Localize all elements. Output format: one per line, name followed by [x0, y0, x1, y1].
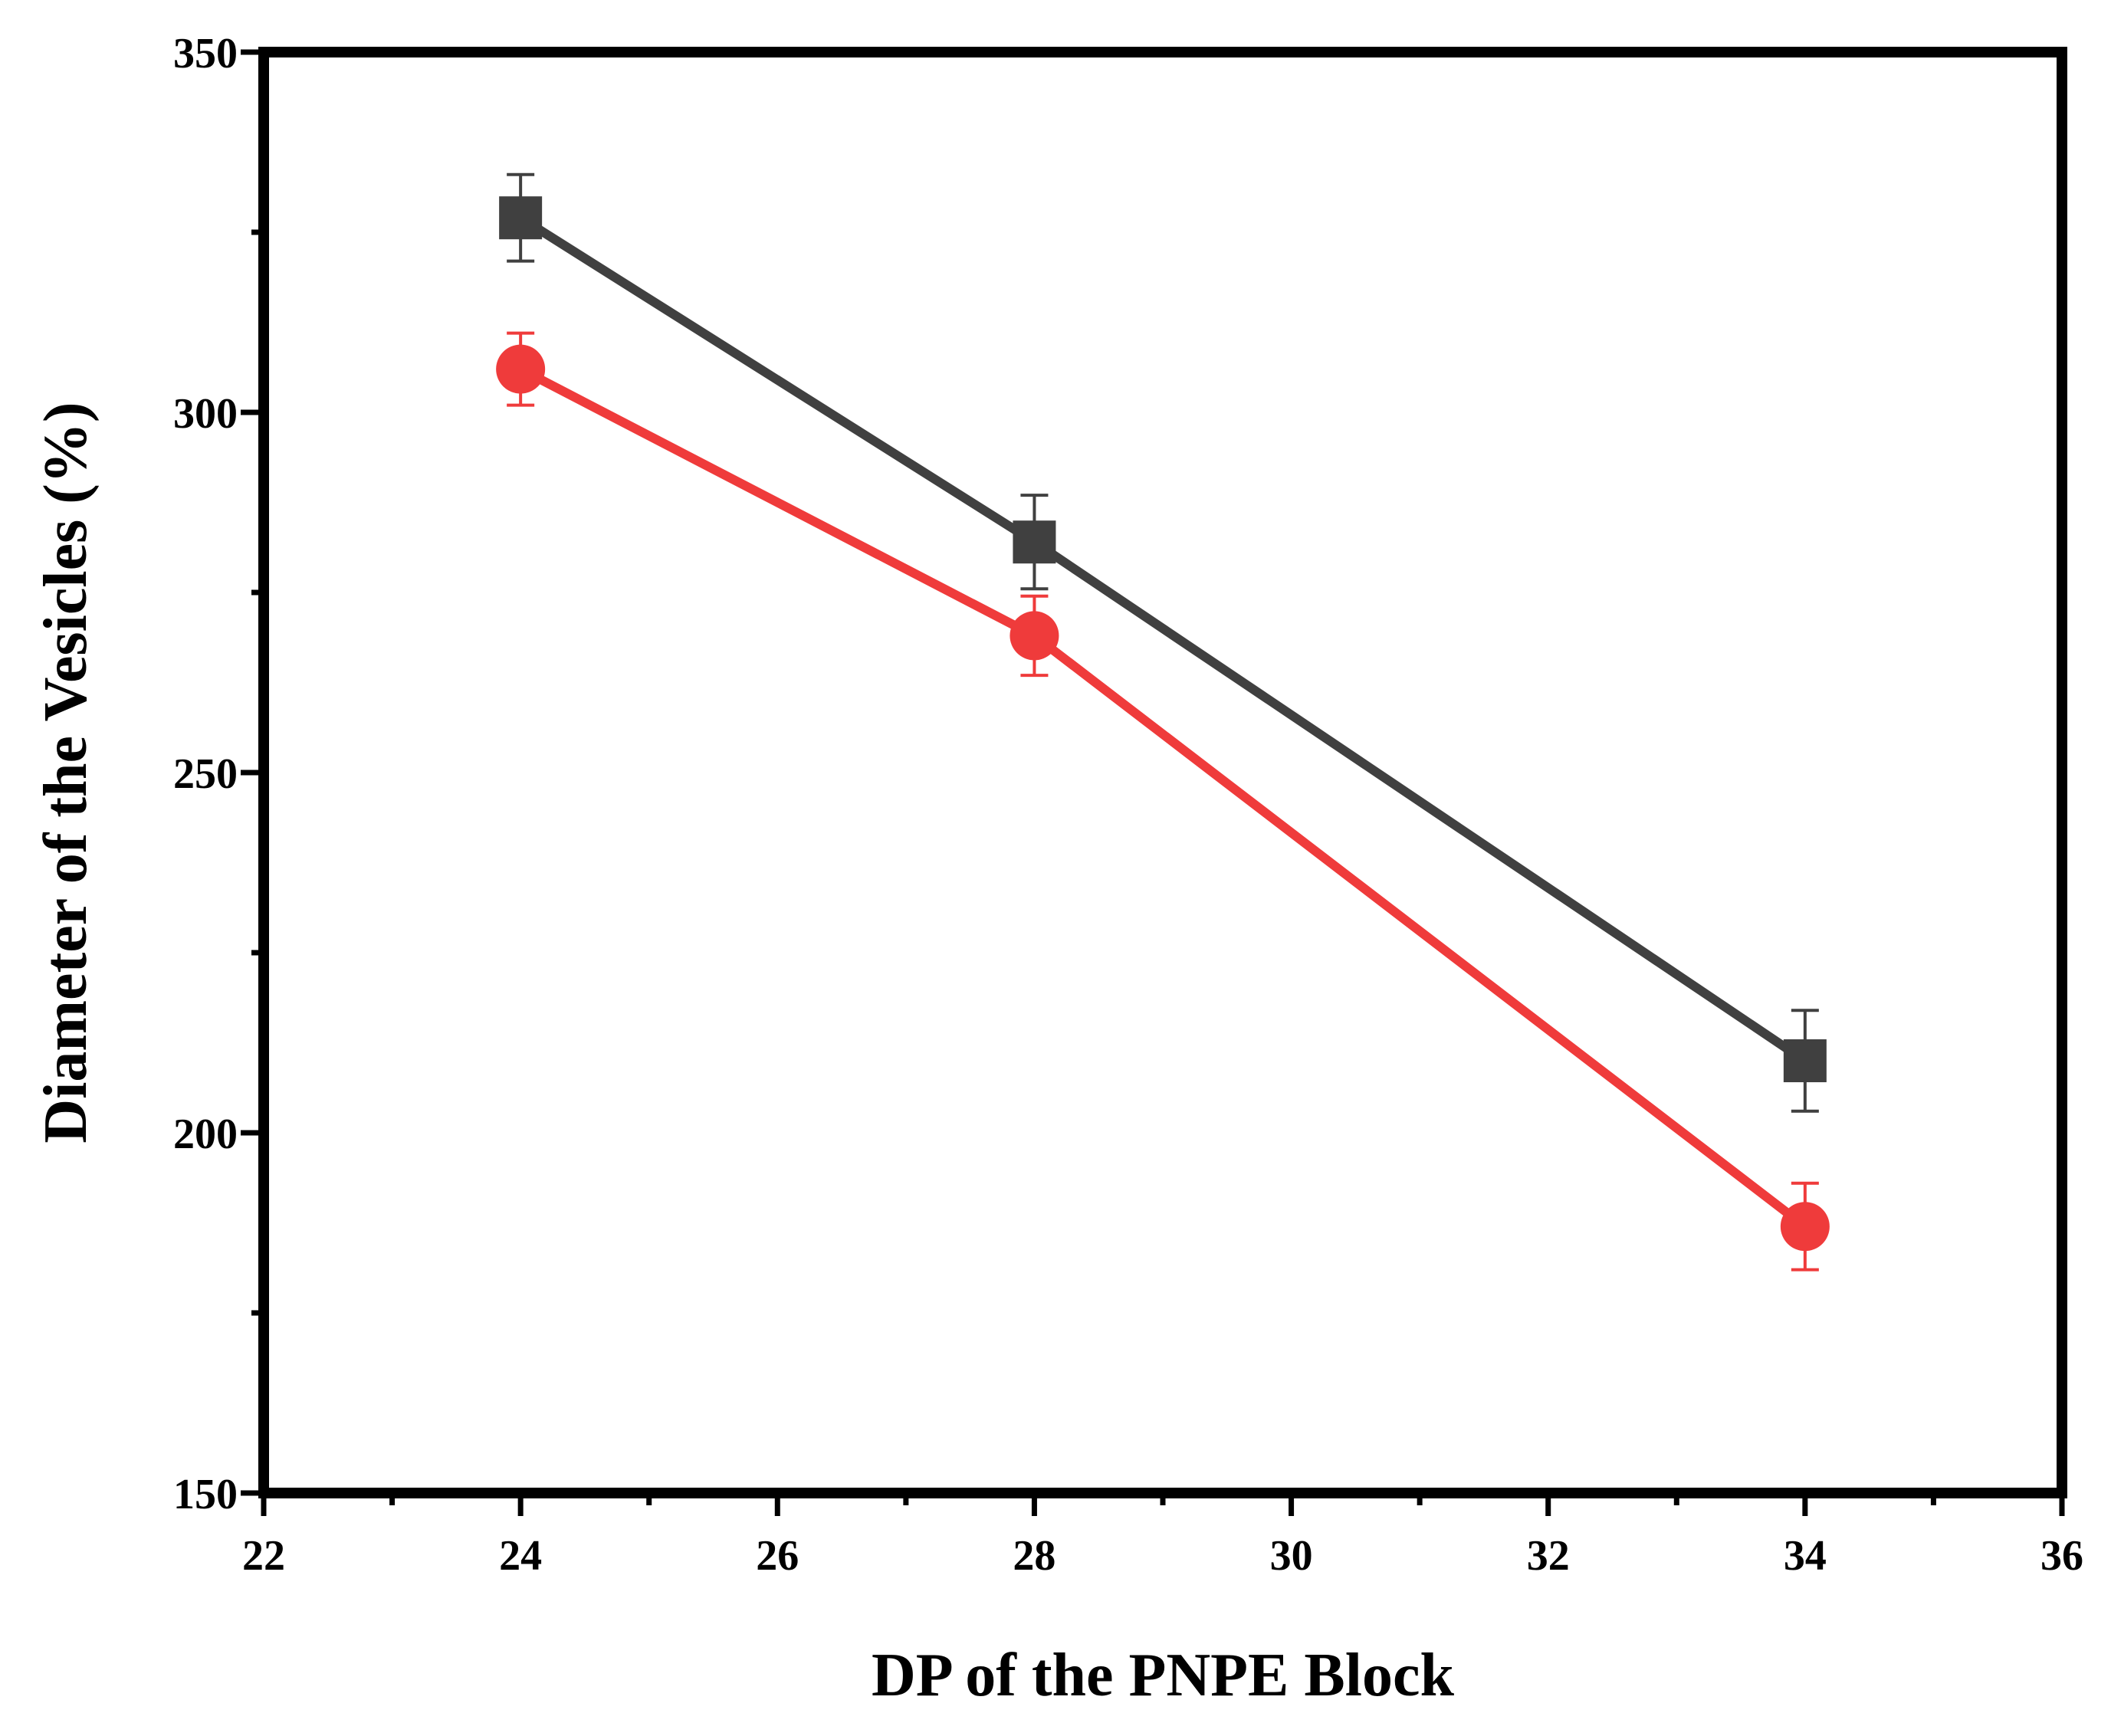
y-axis-title: Diameter of the Vesicles (%)	[32, 402, 100, 1143]
series-red	[496, 331, 1830, 1272]
axis-ticks	[241, 49, 2065, 1516]
x-tick-label: 28	[1013, 1532, 1056, 1580]
x-tick-label: 26	[756, 1532, 799, 1580]
y-tick-label: 350	[173, 30, 238, 77]
y-tick-label: 200	[173, 1111, 238, 1158]
data-point-square	[499, 196, 543, 240]
x-tick-label: 22	[242, 1532, 285, 1580]
plot-area	[258, 47, 2067, 1498]
series-layer	[496, 172, 1830, 1272]
x-tick-label: 24	[499, 1532, 542, 1580]
x-tick-label: 34	[1784, 1532, 1827, 1580]
x-tick-label: 36	[2040, 1532, 2083, 1580]
y-tick-label: 250	[173, 750, 238, 798]
x-tick-label: 30	[1270, 1532, 1313, 1580]
data-point-circle	[1780, 1202, 1830, 1252]
y-tick-label: 150	[173, 1471, 238, 1518]
data-point-square	[1013, 520, 1056, 564]
series-gray	[499, 172, 1827, 1113]
tick-labels: 22 24 26 28 30 32 34 36 150 200 250 300 350	[173, 30, 2083, 1580]
x-tick-label: 32	[1527, 1532, 1570, 1580]
x-axis-title: DP of the PNPE Block	[872, 1642, 1454, 1709]
data-point-square	[1783, 1039, 1827, 1082]
y-tick-label: 300	[173, 390, 238, 438]
data-point-circle	[496, 344, 546, 394]
data-point-circle	[1010, 611, 1059, 661]
